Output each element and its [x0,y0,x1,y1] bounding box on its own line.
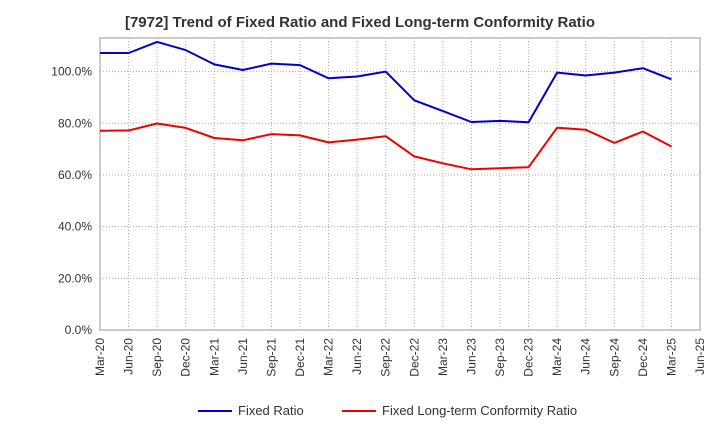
y-tick-label: 60.0% [58,168,92,182]
legend-label-fixed-ratio: Fixed Ratio [238,403,304,418]
plot-area [99,37,701,331]
x-tick-label: Sep-23 [493,338,507,377]
y-tick-label: 100.0% [51,65,92,79]
x-tick-label: Dec-23 [522,338,536,377]
series-line-fixed-long-term-conformity-ratio [99,122,672,171]
x-tick-label: Dec-24 [636,338,650,377]
x-tick-label: Jun-20 [122,338,136,375]
x-tick-label: Jun-24 [579,338,593,375]
legend-label-fixed-long-term-conformity-ratio: Fixed Long-term Conformity Ratio [382,403,577,418]
x-tick-label: Sep-20 [150,338,164,377]
x-tick-label: Dec-22 [407,338,421,377]
x-tick-label: Jun-22 [350,338,364,375]
x-tick-label: Sep-24 [607,338,621,377]
x-tick-label: Dec-21 [293,338,307,377]
x-tick-label: Mar-21 [207,338,221,376]
x-tick-label: Mar-22 [322,338,336,376]
x-tick-label: Mar-25 [664,338,678,376]
series-line-fixed-ratio [100,40,672,124]
x-tick-label: Dec-20 [179,338,193,377]
x-tick-label: Sep-22 [379,338,393,377]
x-tick-label: Jun-23 [464,338,478,375]
y-tick-label: 80.0% [58,116,92,130]
x-tick-label: Mar-23 [436,338,450,376]
x-tick-label: Jun-21 [236,338,250,375]
y-tick-label: 0.0% [65,323,93,337]
chart-title: [7972] Trend of Fixed Ratio and Fixed Lo… [124,14,596,31]
x-tick-label: Mar-20 [93,338,107,376]
x-tick-label: Jun-25 [693,338,707,375]
y-tick-label: 20.0% [58,271,92,285]
x-tick-label: Mar-24 [550,338,564,376]
y-tick-label: 40.0% [58,220,92,234]
x-tick-label: Sep-21 [264,338,278,377]
